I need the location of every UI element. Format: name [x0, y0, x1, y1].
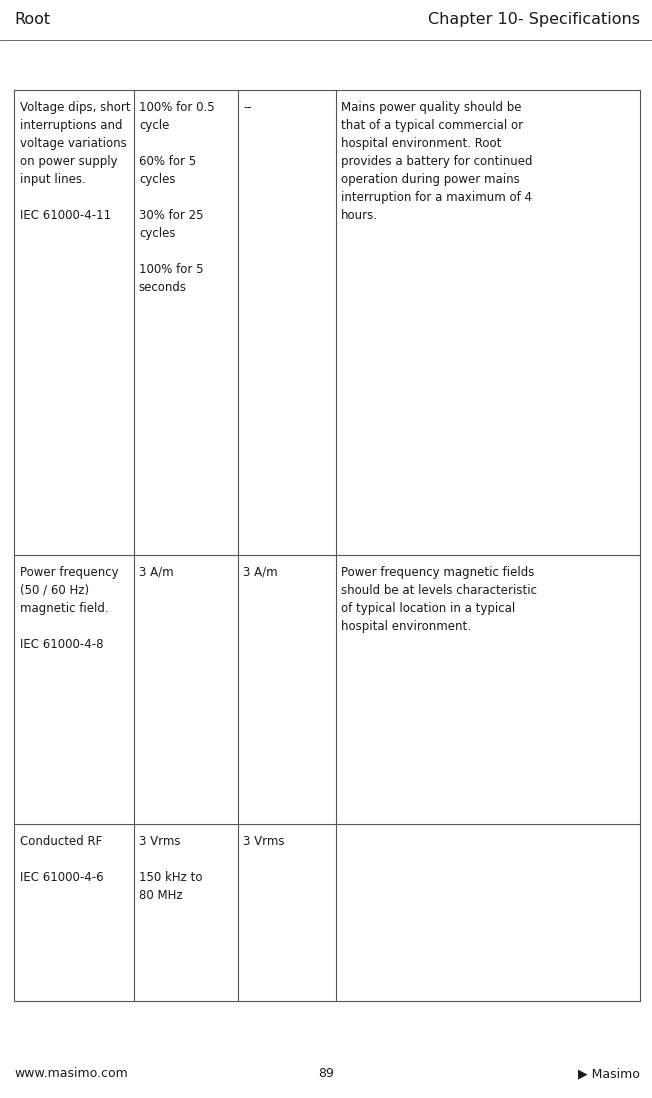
Text: 89: 89 — [318, 1067, 334, 1080]
Text: 3 A/m: 3 A/m — [139, 565, 173, 579]
Text: --: -- — [243, 101, 252, 114]
Text: 3 A/m: 3 A/m — [243, 565, 278, 579]
Text: ▶ Masimo: ▶ Masimo — [578, 1067, 640, 1080]
Text: Voltage dips, short
interruptions and
voltage variations
on power supply
input l: Voltage dips, short interruptions and vo… — [20, 101, 130, 222]
Text: Chapter 10- Specifications: Chapter 10- Specifications — [428, 12, 640, 27]
Text: 3 Vrms: 3 Vrms — [243, 834, 285, 848]
Text: Power frequency
(50 / 60 Hz)
magnetic field.

IEC 61000-4-8: Power frequency (50 / 60 Hz) magnetic fi… — [20, 565, 118, 651]
Text: www.masimo.com: www.masimo.com — [14, 1067, 128, 1080]
Text: Power frequency magnetic fields
should be at levels characteristic
of typical lo: Power frequency magnetic fields should b… — [341, 565, 537, 632]
Text: 3 Vrms

150 kHz to
80 MHz: 3 Vrms 150 kHz to 80 MHz — [139, 834, 202, 901]
Text: 100% for 0.5
cycle

60% for 5
cycles

30% for 25
cycles

100% for 5
seconds: 100% for 0.5 cycle 60% for 5 cycles 30% … — [139, 101, 215, 294]
Text: Conducted RF

IEC 61000-4-6: Conducted RF IEC 61000-4-6 — [20, 834, 103, 884]
Text: Mains power quality should be
that of a typical commercial or
hospital environme: Mains power quality should be that of a … — [341, 101, 533, 222]
Text: Root: Root — [14, 12, 50, 27]
